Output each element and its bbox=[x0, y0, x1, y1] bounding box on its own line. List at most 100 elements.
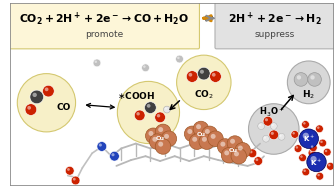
Circle shape bbox=[208, 131, 223, 146]
Circle shape bbox=[227, 136, 243, 151]
Circle shape bbox=[250, 151, 253, 153]
Circle shape bbox=[210, 71, 221, 82]
Circle shape bbox=[110, 151, 119, 161]
Circle shape bbox=[302, 121, 309, 128]
Circle shape bbox=[230, 139, 235, 144]
Circle shape bbox=[42, 85, 54, 97]
Circle shape bbox=[143, 65, 146, 68]
Circle shape bbox=[258, 123, 265, 129]
Circle shape bbox=[272, 124, 274, 126]
Circle shape bbox=[217, 139, 233, 154]
Circle shape bbox=[27, 106, 31, 110]
Circle shape bbox=[219, 139, 228, 148]
Circle shape bbox=[65, 166, 74, 175]
Circle shape bbox=[193, 121, 209, 137]
Circle shape bbox=[97, 142, 107, 151]
Circle shape bbox=[310, 150, 312, 153]
Circle shape bbox=[134, 110, 145, 121]
Circle shape bbox=[323, 148, 331, 156]
FancyBboxPatch shape bbox=[9, 2, 199, 49]
Circle shape bbox=[155, 112, 165, 123]
Circle shape bbox=[187, 129, 192, 134]
Circle shape bbox=[142, 64, 149, 72]
Circle shape bbox=[189, 73, 192, 77]
Circle shape bbox=[196, 124, 201, 129]
Circle shape bbox=[165, 108, 167, 110]
FancyBboxPatch shape bbox=[215, 2, 334, 49]
Circle shape bbox=[296, 146, 298, 149]
Circle shape bbox=[93, 59, 101, 67]
Circle shape bbox=[200, 70, 204, 74]
Circle shape bbox=[287, 61, 330, 104]
Circle shape bbox=[202, 126, 217, 142]
Circle shape bbox=[155, 139, 171, 154]
Circle shape bbox=[325, 150, 327, 152]
Text: H$_3$O$^+$: H$_3$O$^+$ bbox=[259, 106, 285, 119]
Text: Cu: Cu bbox=[156, 136, 165, 141]
Circle shape bbox=[271, 132, 274, 135]
Circle shape bbox=[71, 176, 80, 185]
Circle shape bbox=[221, 147, 237, 163]
Circle shape bbox=[302, 168, 310, 176]
Circle shape bbox=[67, 168, 70, 171]
Text: $\mathbf{2H^+ + 2e^- \rightarrow H_2}$: $\mathbf{2H^+ + 2e^- \rightarrow H_2}$ bbox=[228, 11, 322, 28]
Circle shape bbox=[164, 134, 169, 139]
Circle shape bbox=[220, 142, 225, 147]
Circle shape bbox=[25, 104, 37, 115]
Circle shape bbox=[316, 172, 324, 180]
Circle shape bbox=[30, 90, 43, 104]
Text: K$^+$: K$^+$ bbox=[303, 134, 315, 144]
Circle shape bbox=[155, 124, 171, 140]
Circle shape bbox=[303, 122, 306, 125]
Circle shape bbox=[300, 155, 303, 158]
Circle shape bbox=[269, 130, 279, 140]
Circle shape bbox=[161, 131, 177, 146]
Circle shape bbox=[197, 67, 210, 80]
Circle shape bbox=[73, 178, 76, 180]
Circle shape bbox=[45, 88, 48, 91]
Circle shape bbox=[146, 128, 161, 144]
Circle shape bbox=[145, 102, 156, 113]
Circle shape bbox=[184, 126, 200, 142]
Circle shape bbox=[176, 55, 183, 63]
Circle shape bbox=[99, 143, 102, 147]
Circle shape bbox=[248, 104, 299, 154]
Circle shape bbox=[164, 106, 170, 113]
Circle shape bbox=[158, 142, 163, 147]
Circle shape bbox=[319, 139, 327, 147]
Circle shape bbox=[292, 132, 295, 135]
Circle shape bbox=[303, 133, 309, 139]
Circle shape bbox=[205, 129, 210, 134]
Circle shape bbox=[317, 174, 320, 176]
Text: Cu: Cu bbox=[228, 148, 237, 153]
Circle shape bbox=[308, 73, 321, 86]
Circle shape bbox=[117, 81, 180, 144]
Circle shape bbox=[112, 153, 115, 156]
Circle shape bbox=[299, 154, 307, 162]
Circle shape bbox=[136, 112, 140, 115]
Circle shape bbox=[309, 144, 317, 152]
Circle shape bbox=[264, 137, 266, 139]
Text: $\mathbf{CO_2 + 2H^+ + 2e^- \rightarrow CO + H_2O}$: $\mathbf{CO_2 + 2H^+ + 2e^- \rightarrow … bbox=[19, 11, 189, 28]
Circle shape bbox=[149, 131, 153, 136]
Circle shape bbox=[328, 164, 331, 166]
Circle shape bbox=[320, 141, 323, 143]
Circle shape bbox=[152, 137, 157, 142]
Circle shape bbox=[95, 60, 97, 63]
Circle shape bbox=[149, 134, 165, 149]
Circle shape bbox=[161, 139, 169, 148]
Circle shape bbox=[189, 134, 205, 149]
Circle shape bbox=[177, 57, 180, 59]
Circle shape bbox=[327, 162, 334, 170]
Circle shape bbox=[177, 55, 231, 110]
Circle shape bbox=[291, 131, 299, 138]
Circle shape bbox=[162, 141, 165, 144]
Circle shape bbox=[234, 151, 239, 156]
Circle shape bbox=[307, 152, 326, 172]
Circle shape bbox=[158, 127, 163, 132]
Circle shape bbox=[311, 156, 317, 162]
Circle shape bbox=[308, 149, 316, 157]
Text: promote: promote bbox=[85, 30, 123, 39]
Circle shape bbox=[270, 123, 277, 129]
Circle shape bbox=[263, 135, 270, 142]
